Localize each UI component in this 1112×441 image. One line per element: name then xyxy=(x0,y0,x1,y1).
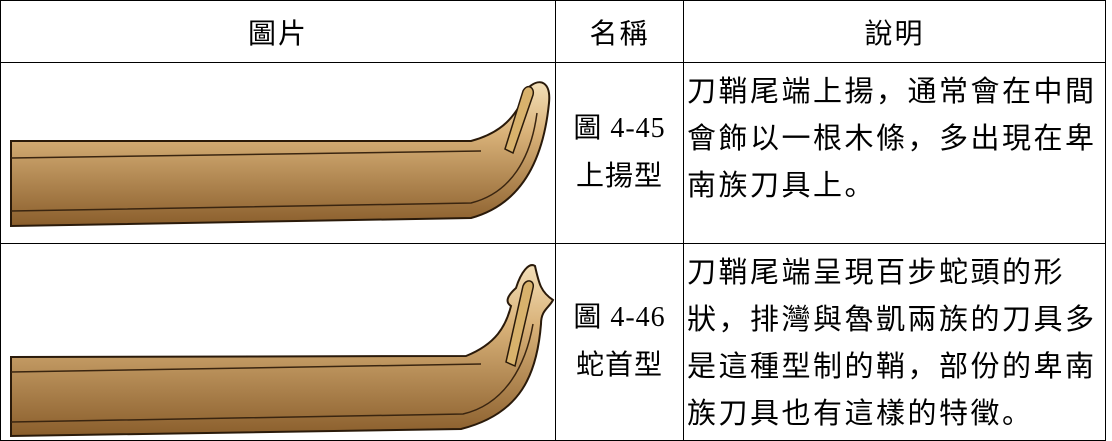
name-cell: 圖 4-45 上揚型 xyxy=(555,62,684,244)
figure-label: 圖 4-46 xyxy=(573,302,666,333)
header-cell: 說明 xyxy=(683,0,1106,63)
description-cell: 刀鞘尾端上揚，通常會在中間會飾以一根木條，多出現在卑南族刀具上。 xyxy=(683,62,1106,244)
header-row: 圖片 名稱 說明 xyxy=(0,0,1106,63)
row: 圖 4-45 上揚型 刀鞘尾端上揚，通常會在中間會飾以一根木條，多出現在卑南族刀具… xyxy=(0,62,1106,244)
description: 刀鞘尾端呈現百步蛇頭的形狀，排灣與魯凱兩族的刀具多是這種型制的鞘，部份的卑南族刀… xyxy=(687,257,1097,430)
header-cell: 圖片 xyxy=(0,0,556,63)
description-cell: 刀鞘尾端呈現百步蛇頭的形狀，排灣與魯凱兩族的刀具多是這種型制的鞘，部份的卑南族刀… xyxy=(683,243,1106,441)
type-name: 上揚型 xyxy=(575,161,663,192)
description: 刀鞘尾端上揚，通常會在中間會飾以一根木條，多出現在卑南族刀具上。 xyxy=(687,76,1097,202)
figure-label: 圖 4-45 xyxy=(573,113,666,144)
image-cell xyxy=(0,243,556,441)
sheath-image xyxy=(10,81,551,228)
header-cell: 名稱 xyxy=(555,0,684,63)
name-cell: 圖 4-46 蛇首型 xyxy=(555,243,684,441)
image-cell xyxy=(0,62,556,244)
type-name: 蛇首型 xyxy=(575,350,663,381)
row: 圖 4-46 蛇首型 刀鞘尾端呈現百步蛇頭的形狀，排灣與魯凱兩族的刀具多是這種型制… xyxy=(0,243,1106,441)
sheath-image xyxy=(10,264,555,438)
